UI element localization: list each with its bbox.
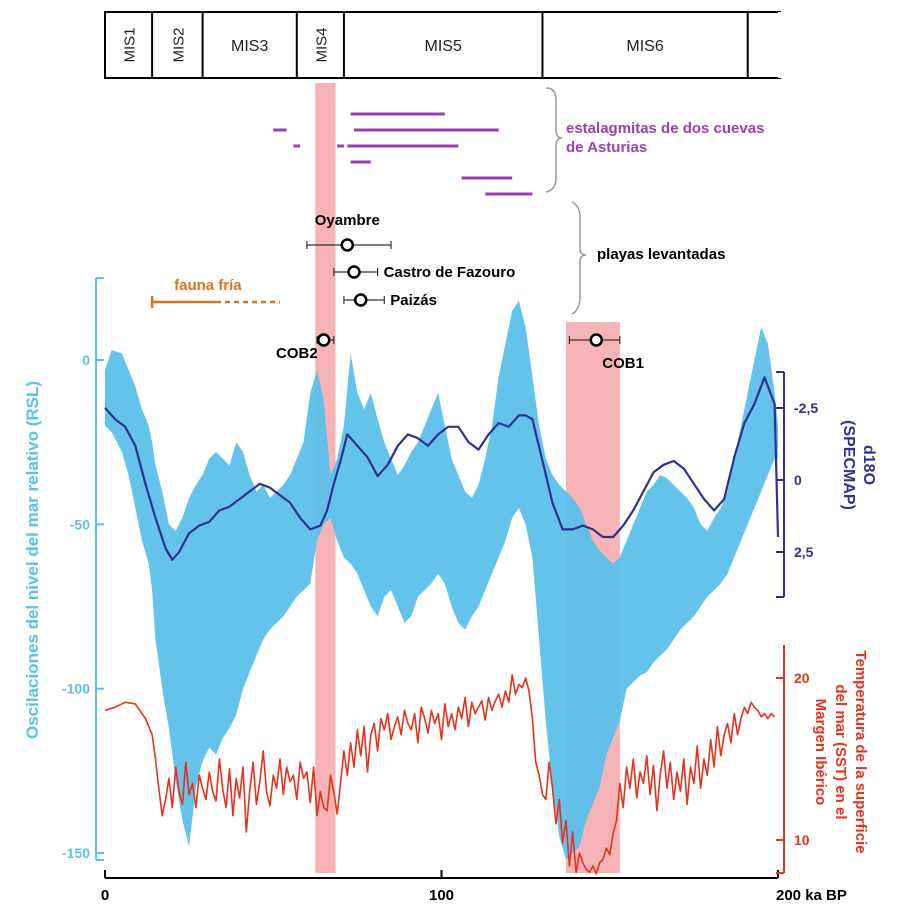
x-tick-label: 0 [101, 887, 109, 904]
mis-label: MIS6 [626, 38, 663, 55]
rsl-tick-label: 0 [82, 352, 90, 368]
mis-stage-bar: MIS1 MIS2 MIS3 MIS4 MIS5 MIS6 [104, 11, 782, 79]
sst-curve [104, 673, 776, 875]
mis-label: MIS3 [231, 38, 268, 55]
d18o-curve [104, 376, 780, 561]
estalagmitas-label: de Asturias [566, 139, 647, 156]
beach-point [353, 293, 368, 307]
fauna-fria-label: fauna fría [174, 277, 242, 294]
playas-label: playas levantadas [597, 246, 725, 263]
d18o-tick-label: 2,5 [794, 544, 814, 560]
rsl-tick-label: -50 [70, 516, 90, 532]
rsl-axis-label: Oscilaciones del nivel del mar relativo … [23, 381, 42, 739]
x-axis-end-label: 200 ka BP [776, 887, 847, 904]
sst-tick-label: 20 [794, 670, 810, 686]
estalagmitas-brace [545, 87, 563, 193]
d18o-axis-label: d18O(SPECMAP) [840, 420, 877, 510]
estalagmitas-label: estalagmitas de dos cuevas [566, 120, 764, 137]
beach-label: Oyambre [315, 212, 380, 229]
sst-axis-label: Temperatura de la superficiedel mar (SST… [812, 650, 869, 853]
mis-label: MIS4 [313, 27, 330, 62]
mis-label: MIS5 [425, 38, 462, 55]
mis-bar-frame [104, 11, 781, 79]
beach-point [347, 265, 361, 279]
beach-label: COB1 [602, 355, 644, 372]
mis-label: MIS2 [170, 27, 187, 62]
beach-point [340, 238, 355, 252]
beach-point [589, 333, 604, 347]
mis-label: MIS1 [122, 27, 139, 62]
annotations-layer: estalagmitas de dos cuevas de Asturias pla… [150, 87, 764, 372]
d18o-tick-label: 0 [794, 472, 802, 488]
beach-label: Castro de Fazouro [384, 264, 516, 281]
sst-curve-layer [104, 673, 776, 875]
beach-label: COB2 [276, 345, 318, 362]
rsl-band-layer [105, 300, 778, 860]
sst-tick-label: 10 [794, 832, 810, 848]
rsl-tick-label: -150 [62, 845, 90, 861]
d18o-tick-label: -2,5 [794, 400, 818, 416]
beach-label: Paizás [390, 292, 437, 309]
playas-brace [571, 201, 587, 315]
rsl-band [105, 300, 778, 860]
beach-point [316, 333, 331, 347]
d18o-curve-layer [104, 376, 780, 561]
rsl-tick-label: -100 [62, 681, 90, 697]
x-tick-label: 100 [429, 887, 454, 904]
